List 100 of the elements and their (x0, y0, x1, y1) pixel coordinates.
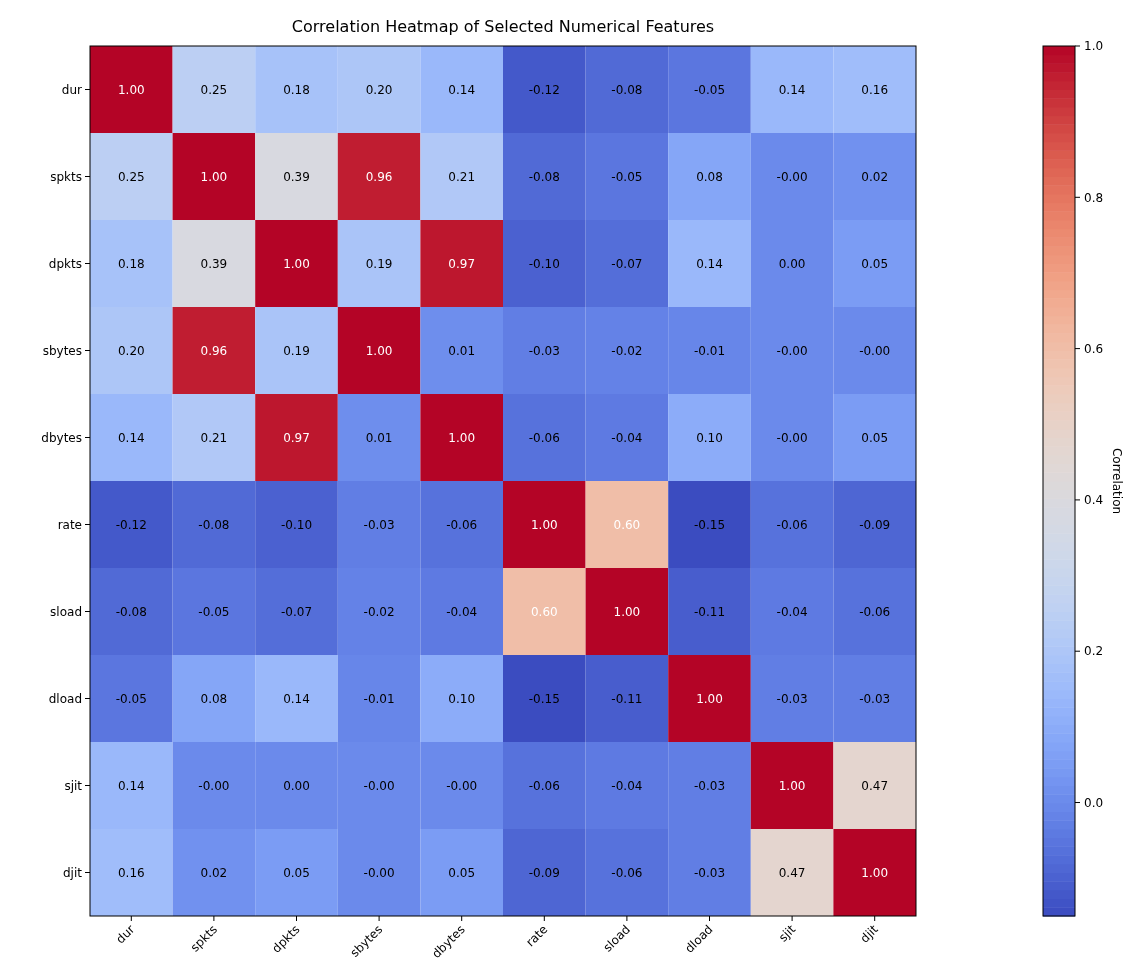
data-label: 0.20 (117, 343, 145, 358)
y-tick-label: sbytes (42, 343, 82, 358)
data-label: -0.15 (693, 517, 726, 532)
data-label: -0.06 (446, 517, 478, 532)
data-label: 0.47 (778, 865, 806, 880)
data-label: -0.02 (363, 604, 395, 619)
color-bar-label: 0.2 (1084, 644, 1104, 659)
data-label: 0.21 (448, 169, 476, 184)
data-label: 0.02 (200, 865, 228, 880)
y-tick-label: sjit (64, 778, 83, 793)
data-label: 0.02 (861, 169, 889, 184)
data-label: -0.08 (198, 517, 230, 532)
data-label: -0.04 (446, 604, 478, 619)
data-label: -0.12 (115, 517, 147, 532)
y-tick-label: djit (63, 865, 83, 880)
data-label: 0.01 (365, 430, 393, 445)
data-label: 0.18 (117, 256, 145, 271)
chart-title: Correlation Heatmap of Selected Numerical Features (291, 17, 715, 36)
data-label: 0.00 (283, 778, 310, 793)
data-label: 0.01 (448, 343, 476, 358)
data-label: -0.00 (776, 169, 808, 184)
data-label: -0.05 (611, 169, 643, 184)
data-label: 1.00 (696, 691, 723, 706)
y-tick-label: dpkts (48, 256, 82, 271)
data-label: 0.14 (696, 256, 723, 271)
data-label: -0.03 (693, 865, 726, 880)
y-tick-label: spkts (50, 169, 82, 184)
color-bar-title: Correlation (1110, 447, 1124, 515)
data-label: -0.03 (363, 517, 395, 532)
data-label: 0.08 (696, 169, 723, 184)
data-label: 0.97 (283, 430, 310, 445)
color-bar-label: 1.0 (1084, 39, 1104, 54)
data-label: -0.06 (776, 517, 808, 532)
data-label: -0.11 (693, 604, 726, 619)
data-label: 0.20 (365, 82, 393, 97)
data-label: 0.19 (283, 343, 310, 358)
data-label: -0.03 (693, 778, 726, 793)
data-label: -0.06 (528, 430, 560, 445)
data-label: 0.97 (448, 256, 476, 271)
x-tick-label: sjit (775, 922, 799, 945)
data-label: 0.14 (283, 691, 310, 706)
data-label: 0.10 (696, 430, 723, 445)
data-label: 0.21 (200, 430, 228, 445)
data-label: -0.03 (528, 343, 560, 358)
y-tick-label: sload (50, 604, 82, 619)
data-label: 1.00 (861, 865, 889, 880)
data-label: 1.00 (117, 82, 145, 97)
data-label: -0.10 (528, 256, 560, 271)
color-bar-label: 0.0 (1084, 795, 1104, 810)
data-label: -0.06 (859, 604, 891, 619)
data-label: -0.05 (198, 604, 230, 619)
data-label: 0.39 (200, 256, 228, 271)
data-label: -0.06 (528, 778, 560, 793)
data-label: 0.14 (117, 778, 145, 793)
data-label: 0.10 (448, 691, 476, 706)
y-tick-label: dbytes (41, 430, 82, 445)
data-label: -0.00 (776, 343, 808, 358)
data-label: 1.00 (448, 430, 476, 445)
data-label: -0.00 (446, 778, 478, 793)
data-label: -0.03 (859, 691, 891, 706)
data-label: -0.04 (611, 430, 643, 445)
y-tick-label: rate (57, 517, 82, 532)
data-label: -0.01 (363, 691, 395, 706)
data-label: -0.04 (776, 604, 808, 619)
data-label: 0.60 (613, 517, 641, 532)
data-label: 0.18 (283, 82, 310, 97)
data-label: -0.08 (611, 82, 643, 97)
data-label: 0.14 (778, 82, 806, 97)
data-label: 0.96 (200, 343, 228, 358)
data-label: -0.09 (859, 517, 891, 532)
color-bar-label: 0.6 (1084, 341, 1104, 356)
color-bar-label: 0.8 (1084, 190, 1104, 205)
data-label: 1.00 (778, 778, 806, 793)
data-label: -0.00 (363, 865, 395, 880)
data-label: -0.00 (776, 430, 808, 445)
data-label: 1.00 (200, 169, 228, 184)
data-label: 1.00 (530, 517, 558, 532)
data-label: 0.14 (448, 82, 476, 97)
y-tick-label: dload (48, 691, 82, 706)
data-label: 0.96 (365, 169, 393, 184)
x-tick-label: djit (857, 922, 882, 946)
x-tick-label: rate (523, 922, 551, 950)
data-label: 0.16 (117, 865, 145, 880)
data-label: -0.00 (198, 778, 230, 793)
data-label: 1.00 (365, 343, 393, 358)
data-label: 0.00 (778, 256, 806, 271)
data-label: 0.05 (283, 865, 310, 880)
color-bar-label: 0.4 (1084, 493, 1104, 508)
data-label: 0.39 (283, 169, 310, 184)
data-label: -0.15 (528, 691, 560, 706)
data-label: -0.06 (611, 865, 643, 880)
data-label: 0.25 (117, 169, 145, 184)
data-label: -0.07 (611, 256, 643, 271)
y-tick-label: dur (61, 82, 83, 97)
data-label: 0.05 (861, 256, 889, 271)
data-label: -0.02 (611, 343, 643, 358)
data-label: -0.07 (280, 604, 313, 619)
data-label: -0.05 (115, 691, 147, 706)
data-label: 0.14 (117, 430, 145, 445)
data-label: -0.12 (528, 82, 560, 97)
